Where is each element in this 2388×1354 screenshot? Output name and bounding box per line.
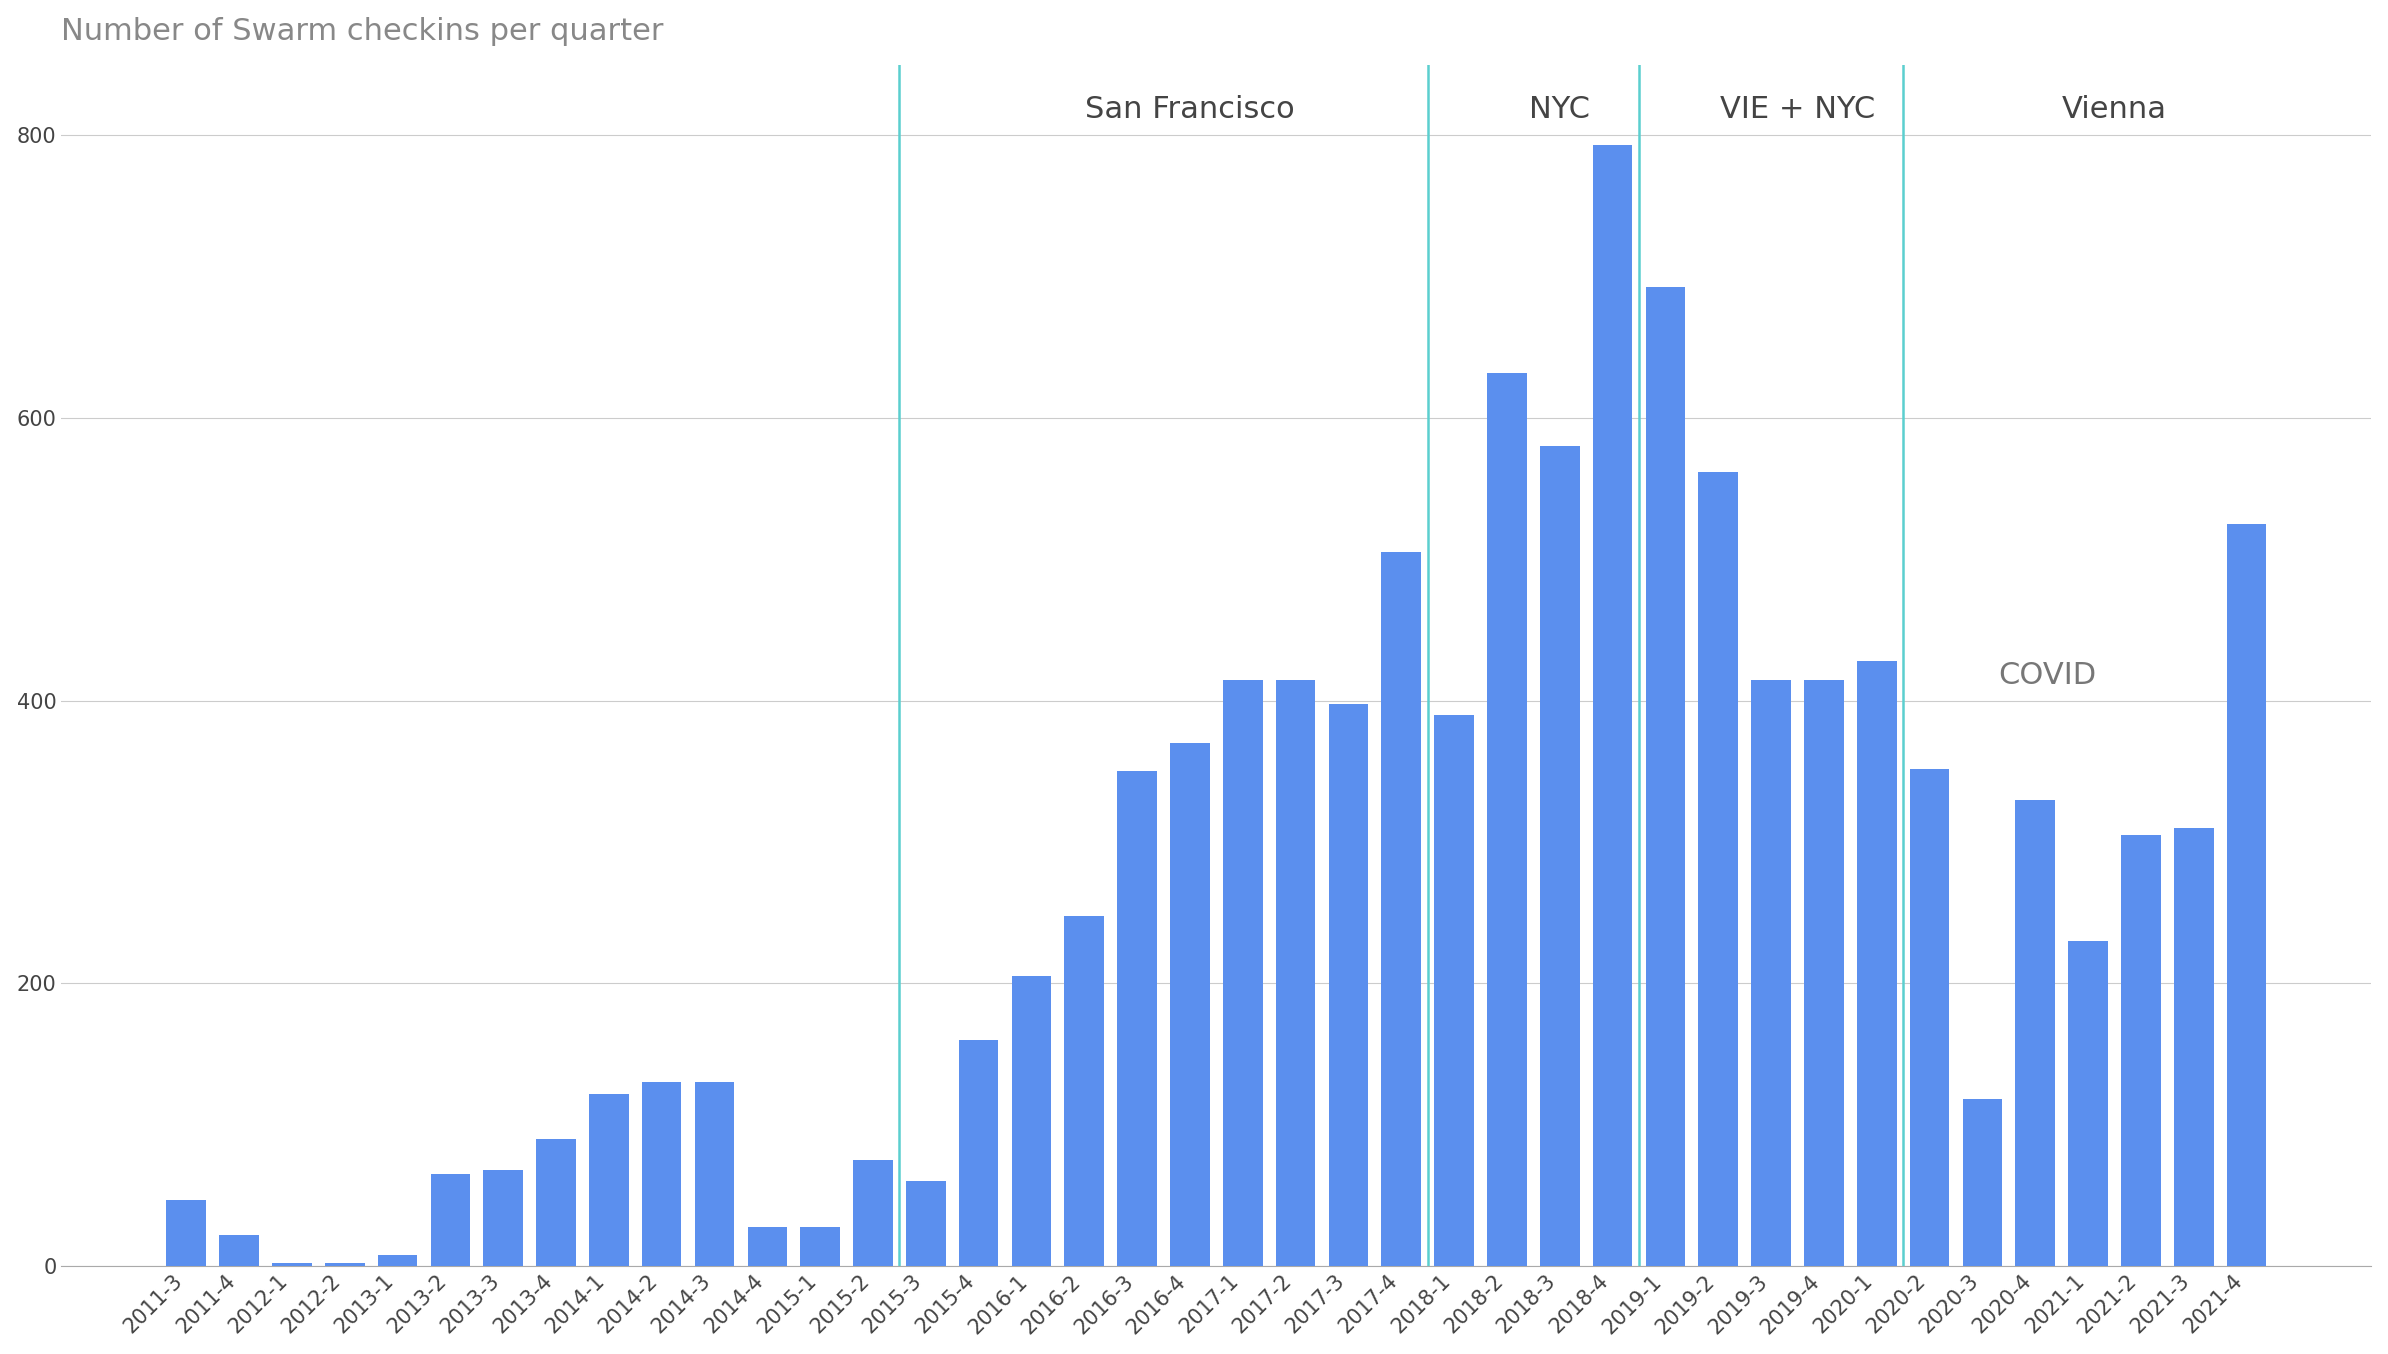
Bar [325,1263,365,1266]
Text: Number of Swarm checkins per quarter: Number of Swarm checkins per quarter [62,16,664,46]
Bar [1910,769,1949,1266]
Bar [747,1227,788,1266]
Bar [1963,1099,2001,1266]
Bar [1858,661,1896,1266]
Bar [2015,800,2056,1266]
Bar [1645,287,1686,1266]
Bar [1275,680,1316,1266]
Bar [1170,743,1211,1266]
Text: Vienna: Vienna [2061,95,2166,123]
Bar [1328,704,1368,1266]
Bar [1540,447,1578,1266]
Bar [377,1255,418,1266]
Bar [220,1235,258,1266]
Bar [800,1227,841,1266]
Bar [2226,524,2266,1266]
Bar [1118,772,1156,1266]
Bar [1013,976,1051,1266]
Bar [1380,552,1421,1266]
Bar [1593,145,1633,1266]
Bar [1750,680,1791,1266]
Bar [853,1160,893,1266]
Bar [2173,827,2214,1266]
Bar [1698,471,1738,1266]
Bar [537,1139,576,1266]
Bar [1488,372,1526,1266]
Text: VIE + NYC: VIE + NYC [1719,95,1875,123]
Bar [430,1174,470,1266]
Bar [960,1040,998,1266]
Bar [1223,680,1263,1266]
Bar [482,1170,523,1266]
Bar [2068,941,2109,1266]
Bar [1803,680,1844,1266]
Bar [167,1200,205,1266]
Bar [2121,835,2161,1266]
Bar [272,1263,313,1266]
Bar [1435,715,1473,1266]
Bar [905,1181,946,1266]
Bar [642,1082,681,1266]
Text: COVID: COVID [1999,661,2097,689]
Text: San Francisco: San Francisco [1084,95,1294,123]
Text: NYC: NYC [1528,95,1590,123]
Bar [695,1082,733,1266]
Bar [1065,915,1103,1266]
Bar [590,1094,628,1266]
